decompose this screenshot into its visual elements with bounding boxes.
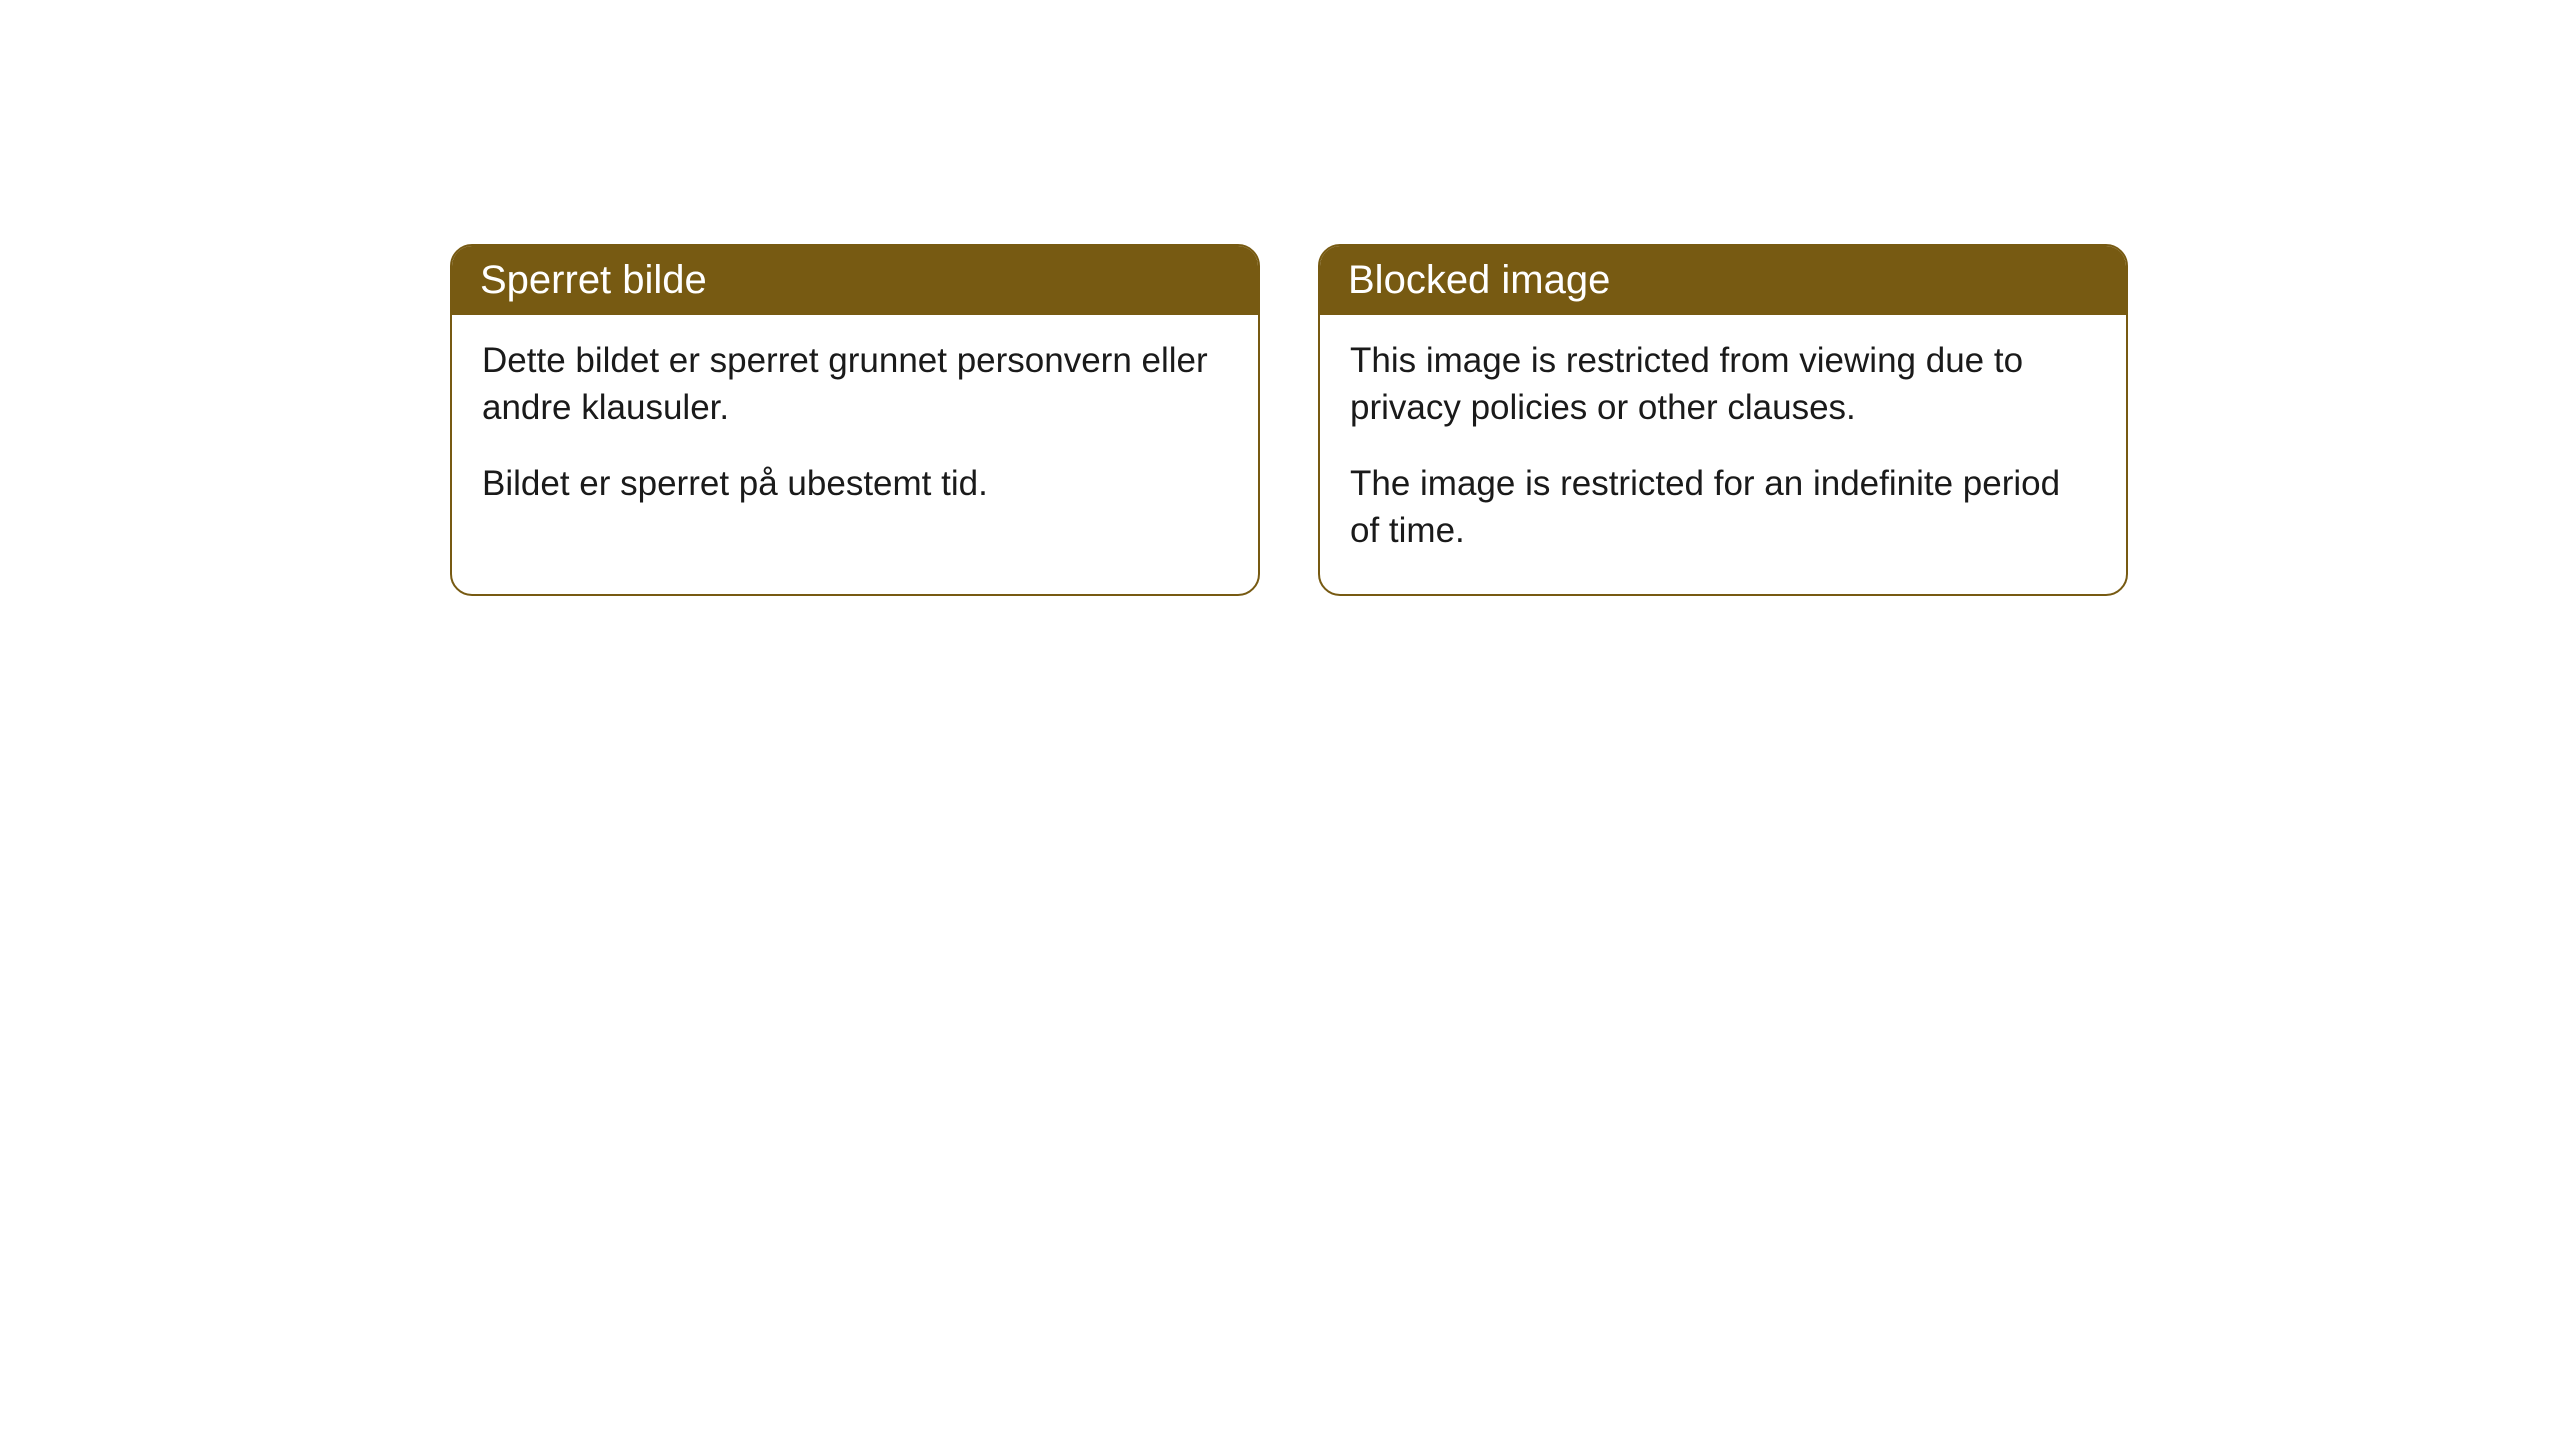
card-title: Blocked image	[1348, 258, 1610, 302]
card-title: Sperret bilde	[480, 258, 707, 302]
card-body: Dette bildet er sperret grunnet personve…	[452, 315, 1258, 547]
card-paragraph-1: Dette bildet er sperret grunnet personve…	[482, 337, 1228, 432]
card-paragraph-2: Bildet er sperret på ubestemt tid.	[482, 460, 1228, 507]
card-paragraph-1: This image is restricted from viewing du…	[1350, 337, 2096, 432]
notice-cards-container: Sperret bilde Dette bildet er sperret gr…	[450, 244, 2128, 596]
card-body: This image is restricted from viewing du…	[1320, 315, 2126, 594]
card-header: Blocked image	[1320, 246, 2126, 315]
card-header: Sperret bilde	[452, 246, 1258, 315]
blocked-image-card-english: Blocked image This image is restricted f…	[1318, 244, 2128, 596]
card-paragraph-2: The image is restricted for an indefinit…	[1350, 460, 2096, 555]
blocked-image-card-norwegian: Sperret bilde Dette bildet er sperret gr…	[450, 244, 1260, 596]
